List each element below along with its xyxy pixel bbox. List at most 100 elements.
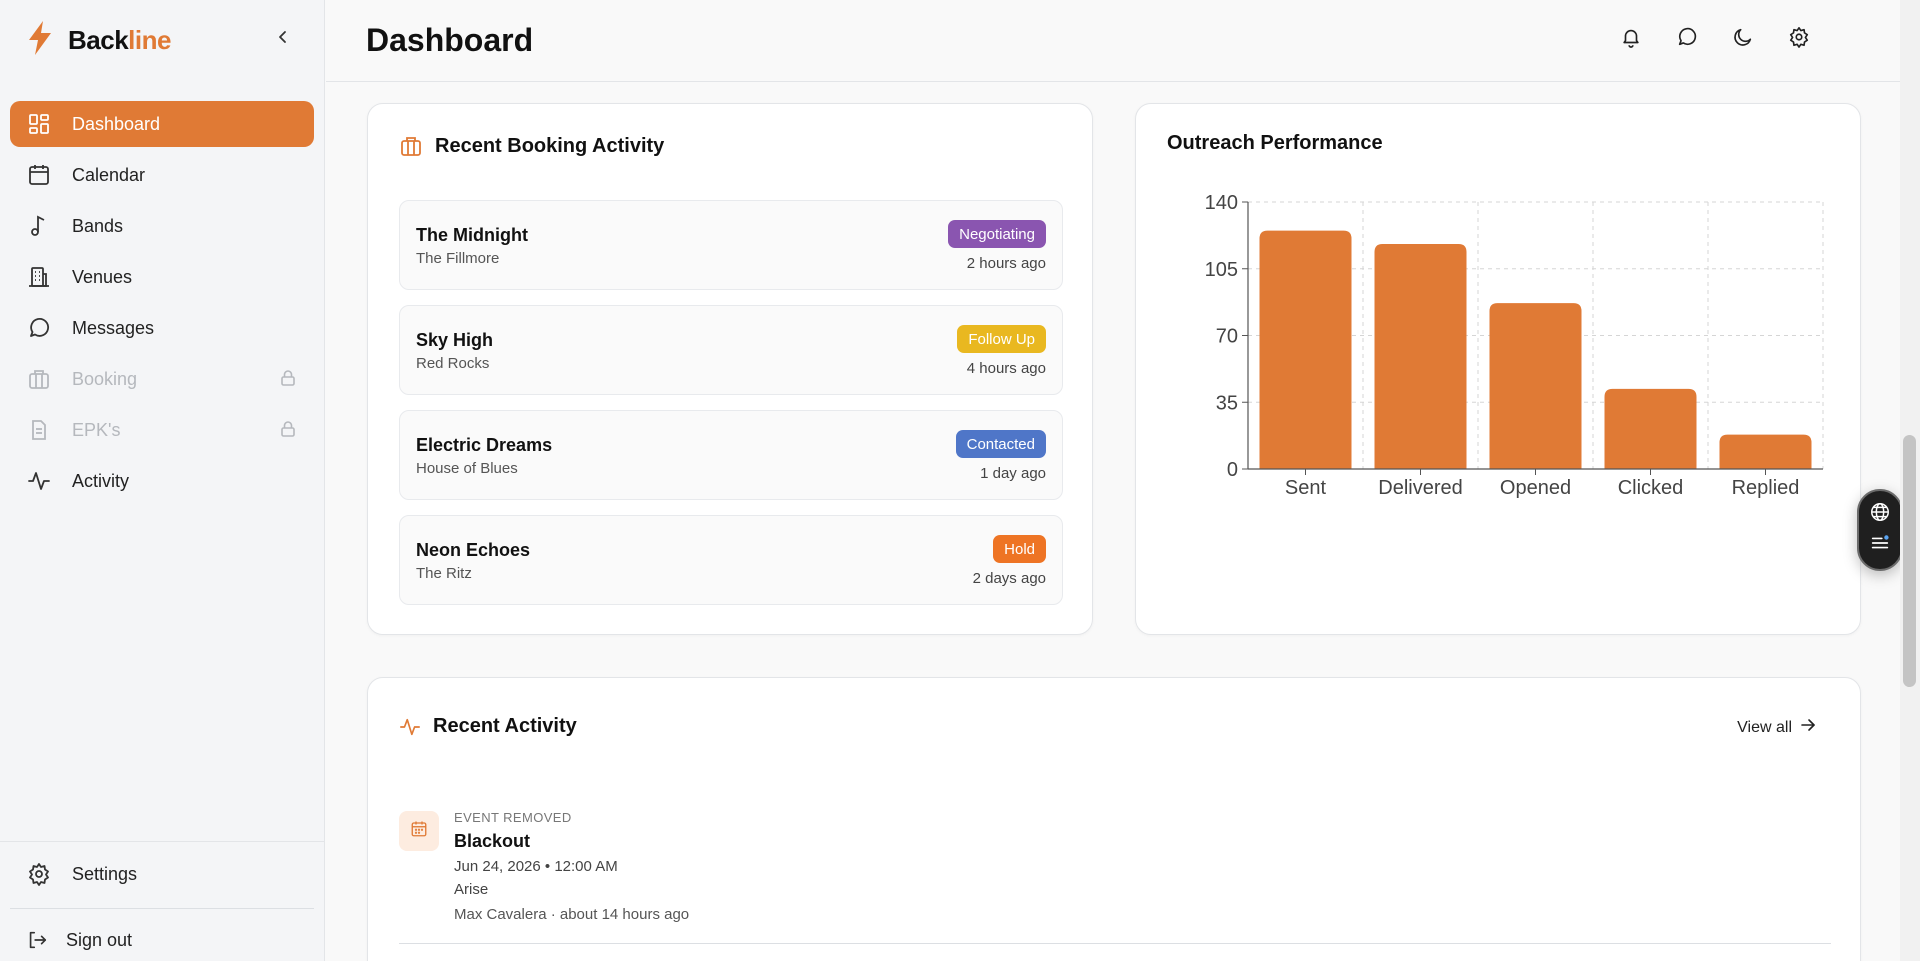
chevron-left-icon	[276, 30, 290, 49]
sidebar-item-dashboard[interactable]: Dashboard	[10, 101, 314, 147]
sidebar-item-epks[interactable]: EPK's	[10, 407, 314, 453]
language-button[interactable]	[1866, 501, 1894, 529]
brand[interactable]: Backline	[26, 20, 171, 61]
lock-icon	[278, 419, 298, 444]
sidebar-item-label: Venues	[72, 266, 133, 287]
scrollbar-thumb[interactable]	[1903, 435, 1916, 687]
menu-lines-icon	[1869, 532, 1891, 559]
globe-icon	[1869, 501, 1891, 528]
floating-toolbar	[1857, 489, 1903, 571]
header-actions	[1618, 26, 1812, 52]
booking-band: Neon Echoes	[416, 540, 531, 560]
divider	[0, 841, 325, 842]
bar	[1489, 303, 1582, 469]
calendar-icon	[26, 162, 52, 188]
outreach-performance-card: Outreach Performance 0 35 70 105 140 Sent Deli…	[1135, 103, 1861, 635]
x-tick-label: Opened	[1500, 477, 1571, 499]
bar	[1604, 388, 1697, 469]
lightning-logo-icon	[26, 20, 54, 61]
bell-icon	[1620, 26, 1642, 53]
collapse-sidebar-button[interactable]	[270, 26, 296, 52]
sidebar-item-label: Settings	[72, 863, 138, 884]
booking-list: The Midnight The Fillmore Negotiating 2 …	[399, 200, 1063, 620]
booking-row[interactable]: Sky High Red Rocks Follow Up 4 hours ago	[399, 305, 1063, 395]
dashboard-icon	[26, 111, 52, 137]
event-type: EVENT REMOVED	[454, 810, 572, 825]
sidebar-item-label: Messages	[72, 317, 155, 338]
gear-icon	[26, 861, 52, 887]
x-tick-label: Clicked	[1618, 477, 1684, 499]
y-tick-label: 105	[1205, 259, 1238, 281]
sign-out-label: Sign out	[66, 929, 133, 950]
booking-venue: House of Blues	[416, 460, 518, 477]
arrow-right-icon	[1800, 717, 1816, 738]
document-icon	[26, 417, 52, 443]
sidebar-item-calendar[interactable]: Calendar	[10, 152, 314, 198]
recent-activity-card: Recent Activity View all EVENT REMOVED B…	[367, 677, 1861, 961]
notifications-button[interactable]	[1618, 26, 1644, 52]
divider	[399, 943, 1831, 944]
sidebar-item-settings[interactable]: Settings	[10, 851, 314, 897]
event-date: Jun 24, 2026 • 12:00 AM	[454, 858, 618, 875]
booking-band: Electric Dreams	[416, 435, 553, 455]
card-title: Outreach Performance	[1167, 132, 1383, 154]
y-tick-label: 0	[1227, 459, 1238, 481]
sidebar-item-activity[interactable]: Activity	[10, 458, 314, 504]
sidebar-item-bands[interactable]: Bands	[10, 203, 314, 249]
building-icon	[26, 264, 52, 290]
booking-band: The Midnight	[416, 225, 528, 245]
card-title: Recent Activity	[399, 715, 577, 738]
activity-icon	[399, 716, 421, 738]
sidebar-settings: Settings	[10, 851, 314, 902]
bar	[1719, 434, 1812, 469]
booking-venue: The Ritz	[416, 565, 472, 582]
messages-button[interactable]	[1674, 26, 1700, 52]
sign-out-button[interactable]: Sign out	[26, 929, 132, 951]
sidebar-item-booking[interactable]: Booking	[10, 356, 314, 402]
booking-venue: Red Rocks	[416, 355, 490, 372]
sidebar-item-label: EPK's	[72, 419, 121, 440]
sidebar: Backline Dashboard Calendar Bands	[0, 0, 325, 961]
menu-button[interactable]	[1866, 532, 1894, 560]
card-title-text: Recent Activity	[433, 715, 577, 737]
event-band: Arise	[454, 881, 489, 898]
booking-time: 1 day ago	[980, 465, 1046, 482]
theme-toggle-button[interactable]	[1730, 26, 1756, 52]
page-title: Dashboard	[366, 22, 534, 58]
briefcase-icon	[26, 366, 52, 392]
booking-row[interactable]: Neon Echoes The Ritz Hold 2 days ago	[399, 515, 1063, 605]
brand-name: Backline	[68, 25, 171, 55]
sidebar-item-label: Calendar	[72, 164, 146, 185]
y-tick-label: 140	[1205, 192, 1238, 214]
message-icon	[26, 315, 52, 341]
top-header: Dashboard	[326, 0, 1920, 82]
lock-icon	[278, 368, 298, 393]
x-tick-label: Sent	[1285, 477, 1327, 499]
status-badge: Contacted	[955, 430, 1046, 458]
sidebar-item-label: Bands	[72, 215, 124, 236]
calendar-icon	[410, 820, 428, 843]
booking-time: 2 hours ago	[966, 255, 1046, 272]
sidebar-item-label: Booking	[72, 368, 138, 389]
sidebar-item-messages[interactable]: Messages	[10, 305, 314, 351]
activity-icon	[26, 468, 52, 494]
sidebar-item-label: Activity	[72, 470, 130, 491]
moon-icon	[1732, 26, 1754, 53]
booking-row[interactable]: The Midnight The Fillmore Negotiating 2 …	[399, 200, 1063, 290]
logout-icon	[26, 929, 48, 951]
booking-time: 2 days ago	[972, 570, 1046, 587]
settings-button[interactable]	[1786, 26, 1812, 52]
briefcase-icon	[399, 134, 423, 158]
outreach-bar-chart: 0 35 70 105 140 Sent Delivered Opened Clicked Rep…	[1205, 192, 1824, 499]
sidebar-nav: Dashboard Calendar Bands Venues Messages	[10, 101, 314, 509]
y-tick-label: 70	[1216, 326, 1238, 348]
event-title[interactable]: Blackout	[454, 831, 531, 851]
booking-time: 4 hours ago	[966, 360, 1046, 377]
music-note-icon	[26, 213, 52, 239]
bar	[1259, 230, 1352, 469]
view-all-link[interactable]: View all	[1737, 717, 1816, 738]
booking-row[interactable]: Electric Dreams House of Blues Contacted…	[399, 410, 1063, 500]
sidebar-item-label: Dashboard	[72, 113, 161, 134]
view-all-label: View all	[1737, 718, 1792, 736]
sidebar-item-venues[interactable]: Venues	[10, 254, 314, 300]
